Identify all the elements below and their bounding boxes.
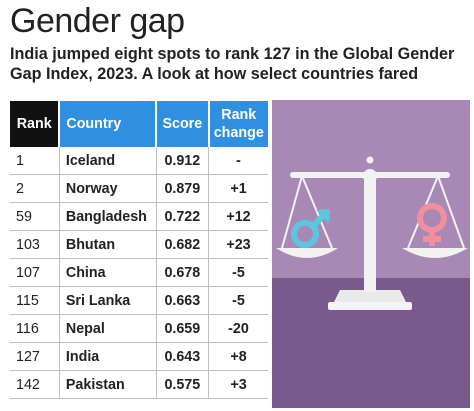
table-row: 115 Sri Lanka 0.663 -5 (10, 286, 268, 315)
page-subtitle: India jumped eight spots to rank 127 in … (10, 45, 455, 83)
balance-scale-icon (276, 156, 468, 310)
cell-rank-change: +3 (208, 370, 268, 399)
cell-score: 0.722 (155, 202, 209, 231)
gender-gap-table: Rank Country Score Rank change 1 Iceland… (10, 101, 268, 399)
table-row: 59 Bangladesh 0.722 +12 (10, 202, 268, 231)
table-row: 107 China 0.678 -5 (10, 258, 268, 287)
cell-country: Bhutan (58, 230, 157, 259)
cell-score: 0.682 (155, 230, 209, 259)
cell-country: China (58, 258, 157, 287)
female-symbol-icon (417, 203, 447, 246)
cell-country: Bangladesh (58, 202, 157, 231)
header-rank: Rank (10, 101, 60, 147)
table-row: 2 Norway 0.879 +1 (10, 174, 268, 203)
cell-rank: 2 (10, 174, 60, 203)
cell-score: 0.879 (155, 174, 209, 203)
cell-rank: 1 (10, 147, 60, 175)
balance-scale-illustration (272, 100, 470, 408)
table-row: 1 Iceland 0.912 - (10, 147, 268, 175)
cell-rank: 142 (10, 370, 60, 399)
cell-rank-change: +8 (208, 342, 268, 371)
cell-rank: 103 (10, 230, 60, 259)
page-title: Gender gap (10, 2, 185, 40)
cell-country: India (58, 342, 157, 371)
header-country: Country (58, 101, 157, 147)
cell-rank: 59 (10, 202, 60, 231)
cell-rank-change: -20 (208, 314, 268, 343)
cell-country: Pakistan (58, 370, 157, 399)
cell-rank: 115 (10, 286, 60, 315)
cell-rank-change: +12 (208, 202, 268, 231)
cell-score: 0.575 (155, 370, 209, 399)
cell-country: Nepal (58, 314, 157, 343)
header-score: Score (155, 101, 209, 147)
male-symbol-icon (291, 209, 330, 248)
cell-rank-change: - (208, 147, 268, 175)
cell-rank: 127 (10, 342, 60, 371)
table-row: 127 India 0.643 +8 (10, 342, 268, 371)
table-row: 103 Bhutan 0.682 +23 (10, 230, 268, 259)
cell-country: Iceland (58, 147, 157, 175)
cell-rank-change: +1 (208, 174, 268, 203)
table-header-row: Rank Country Score Rank change (10, 101, 268, 147)
cell-country: Norway (58, 174, 157, 203)
cell-country: Sri Lanka (58, 286, 157, 315)
header-rank-change: Rank change (207, 101, 268, 147)
cell-rank: 107 (10, 258, 60, 287)
table-row: 116 Nepal 0.659 -20 (10, 314, 268, 343)
cell-rank-change: -5 (208, 286, 268, 315)
cell-score: 0.678 (155, 258, 209, 287)
cell-score: 0.663 (155, 286, 209, 315)
cell-score: 0.912 (155, 147, 209, 175)
cell-score: 0.643 (155, 342, 209, 371)
cell-rank-change: +23 (208, 230, 268, 259)
table-row: 142 Pakistan 0.575 +3 (10, 370, 268, 399)
cell-score: 0.659 (155, 314, 209, 343)
cell-rank: 116 (10, 314, 60, 343)
cell-rank-change: -5 (208, 258, 268, 287)
